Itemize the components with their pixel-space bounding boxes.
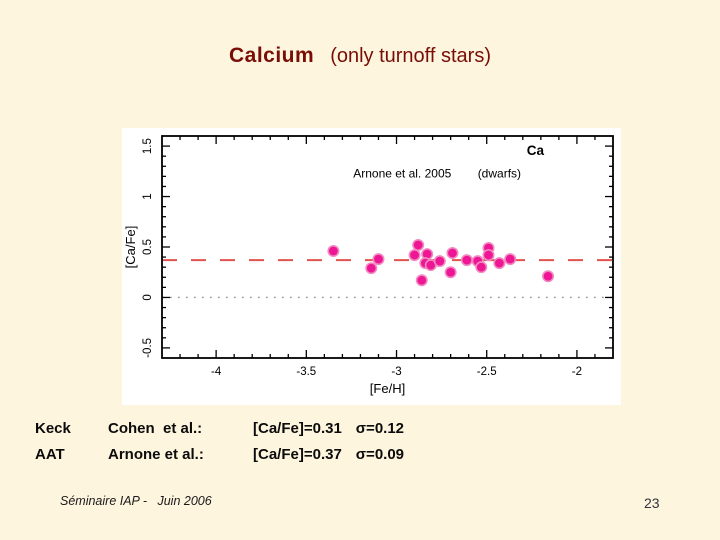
sigma-value: σ=0.09 xyxy=(355,446,405,463)
footer-seminar-label: Séminaire IAP - Juin 2006 xyxy=(60,494,212,508)
y-tick-label: 1 xyxy=(142,193,154,199)
data-point xyxy=(542,270,555,283)
x-tick-label: -2 xyxy=(572,366,582,378)
page-title: Calcium (only turnoff stars) xyxy=(0,44,720,68)
title-qualifier: (only turnoff stars) xyxy=(330,45,491,67)
data-point xyxy=(444,266,457,279)
data-point xyxy=(504,253,517,266)
y-tick-label: 0.5 xyxy=(142,239,154,255)
data-point xyxy=(415,274,428,287)
cafe-value: [Ca/Fe]=0.31 xyxy=(253,420,342,437)
annotation: (dwarfs) xyxy=(478,166,521,180)
cafe-value: [Ca/Fe]=0.37 xyxy=(253,446,342,463)
data-point xyxy=(446,247,459,260)
data-point xyxy=(482,249,495,262)
x-tick-label: -4 xyxy=(211,366,222,378)
x-axis-label: [Fe/H] xyxy=(370,381,405,396)
y-tick-label: 1.5 xyxy=(142,138,154,154)
reference-label: Cohen et al.: xyxy=(108,420,203,437)
reference-label: Arnone et al.: xyxy=(108,446,204,463)
data-point xyxy=(372,253,385,266)
data-point xyxy=(412,238,425,251)
annotation: Arnone et al. 2005 xyxy=(353,166,451,180)
data-point xyxy=(460,254,473,267)
instrument-label: Keck xyxy=(35,420,71,437)
data-point xyxy=(408,249,421,262)
title-main: Calcium xyxy=(228,44,315,67)
measurement-value: [Ca/Fe]=0.31 σ=0.12 xyxy=(253,420,404,437)
x-tick-label: -3 xyxy=(391,366,401,378)
chart-panel: -4 -3.5 -3 -2.5 -2 -0.5 0 0.5 1 1.5 [Fe/H] [Ca/Fe] A… xyxy=(122,128,621,405)
stats-row-keck: Keck Cohen et al.: [Ca/Fe]=0.31 σ=0.12 xyxy=(0,420,720,440)
y-tick-label: -0.5 xyxy=(142,338,154,358)
slide-page-number: 23 xyxy=(644,495,660,511)
data-point xyxy=(493,257,506,270)
annotation: Ca xyxy=(527,143,545,158)
instrument-label: AAT xyxy=(35,446,65,463)
sigma-value: σ=0.12 xyxy=(355,420,405,437)
data-point xyxy=(365,262,378,275)
data-point xyxy=(433,255,446,268)
y-axis-label: [Ca/Fe] xyxy=(123,226,138,269)
data-point xyxy=(475,261,488,274)
x-tick-label: -3.5 xyxy=(296,366,316,378)
x-tick-label: -2.5 xyxy=(477,366,497,378)
measurement-value: [Ca/Fe]=0.37 σ=0.09 xyxy=(253,446,404,463)
calcium-scatter-chart: -4 -3.5 -3 -2.5 -2 -0.5 0 0.5 1 1.5 [Fe/H] [Ca/Fe] A… xyxy=(123,135,614,396)
y-tick-label: 0 xyxy=(142,294,154,300)
data-point xyxy=(327,245,340,258)
stats-row-aat: AAT Arnone et al.: [Ca/Fe]=0.37 σ=0.09 xyxy=(0,446,720,466)
